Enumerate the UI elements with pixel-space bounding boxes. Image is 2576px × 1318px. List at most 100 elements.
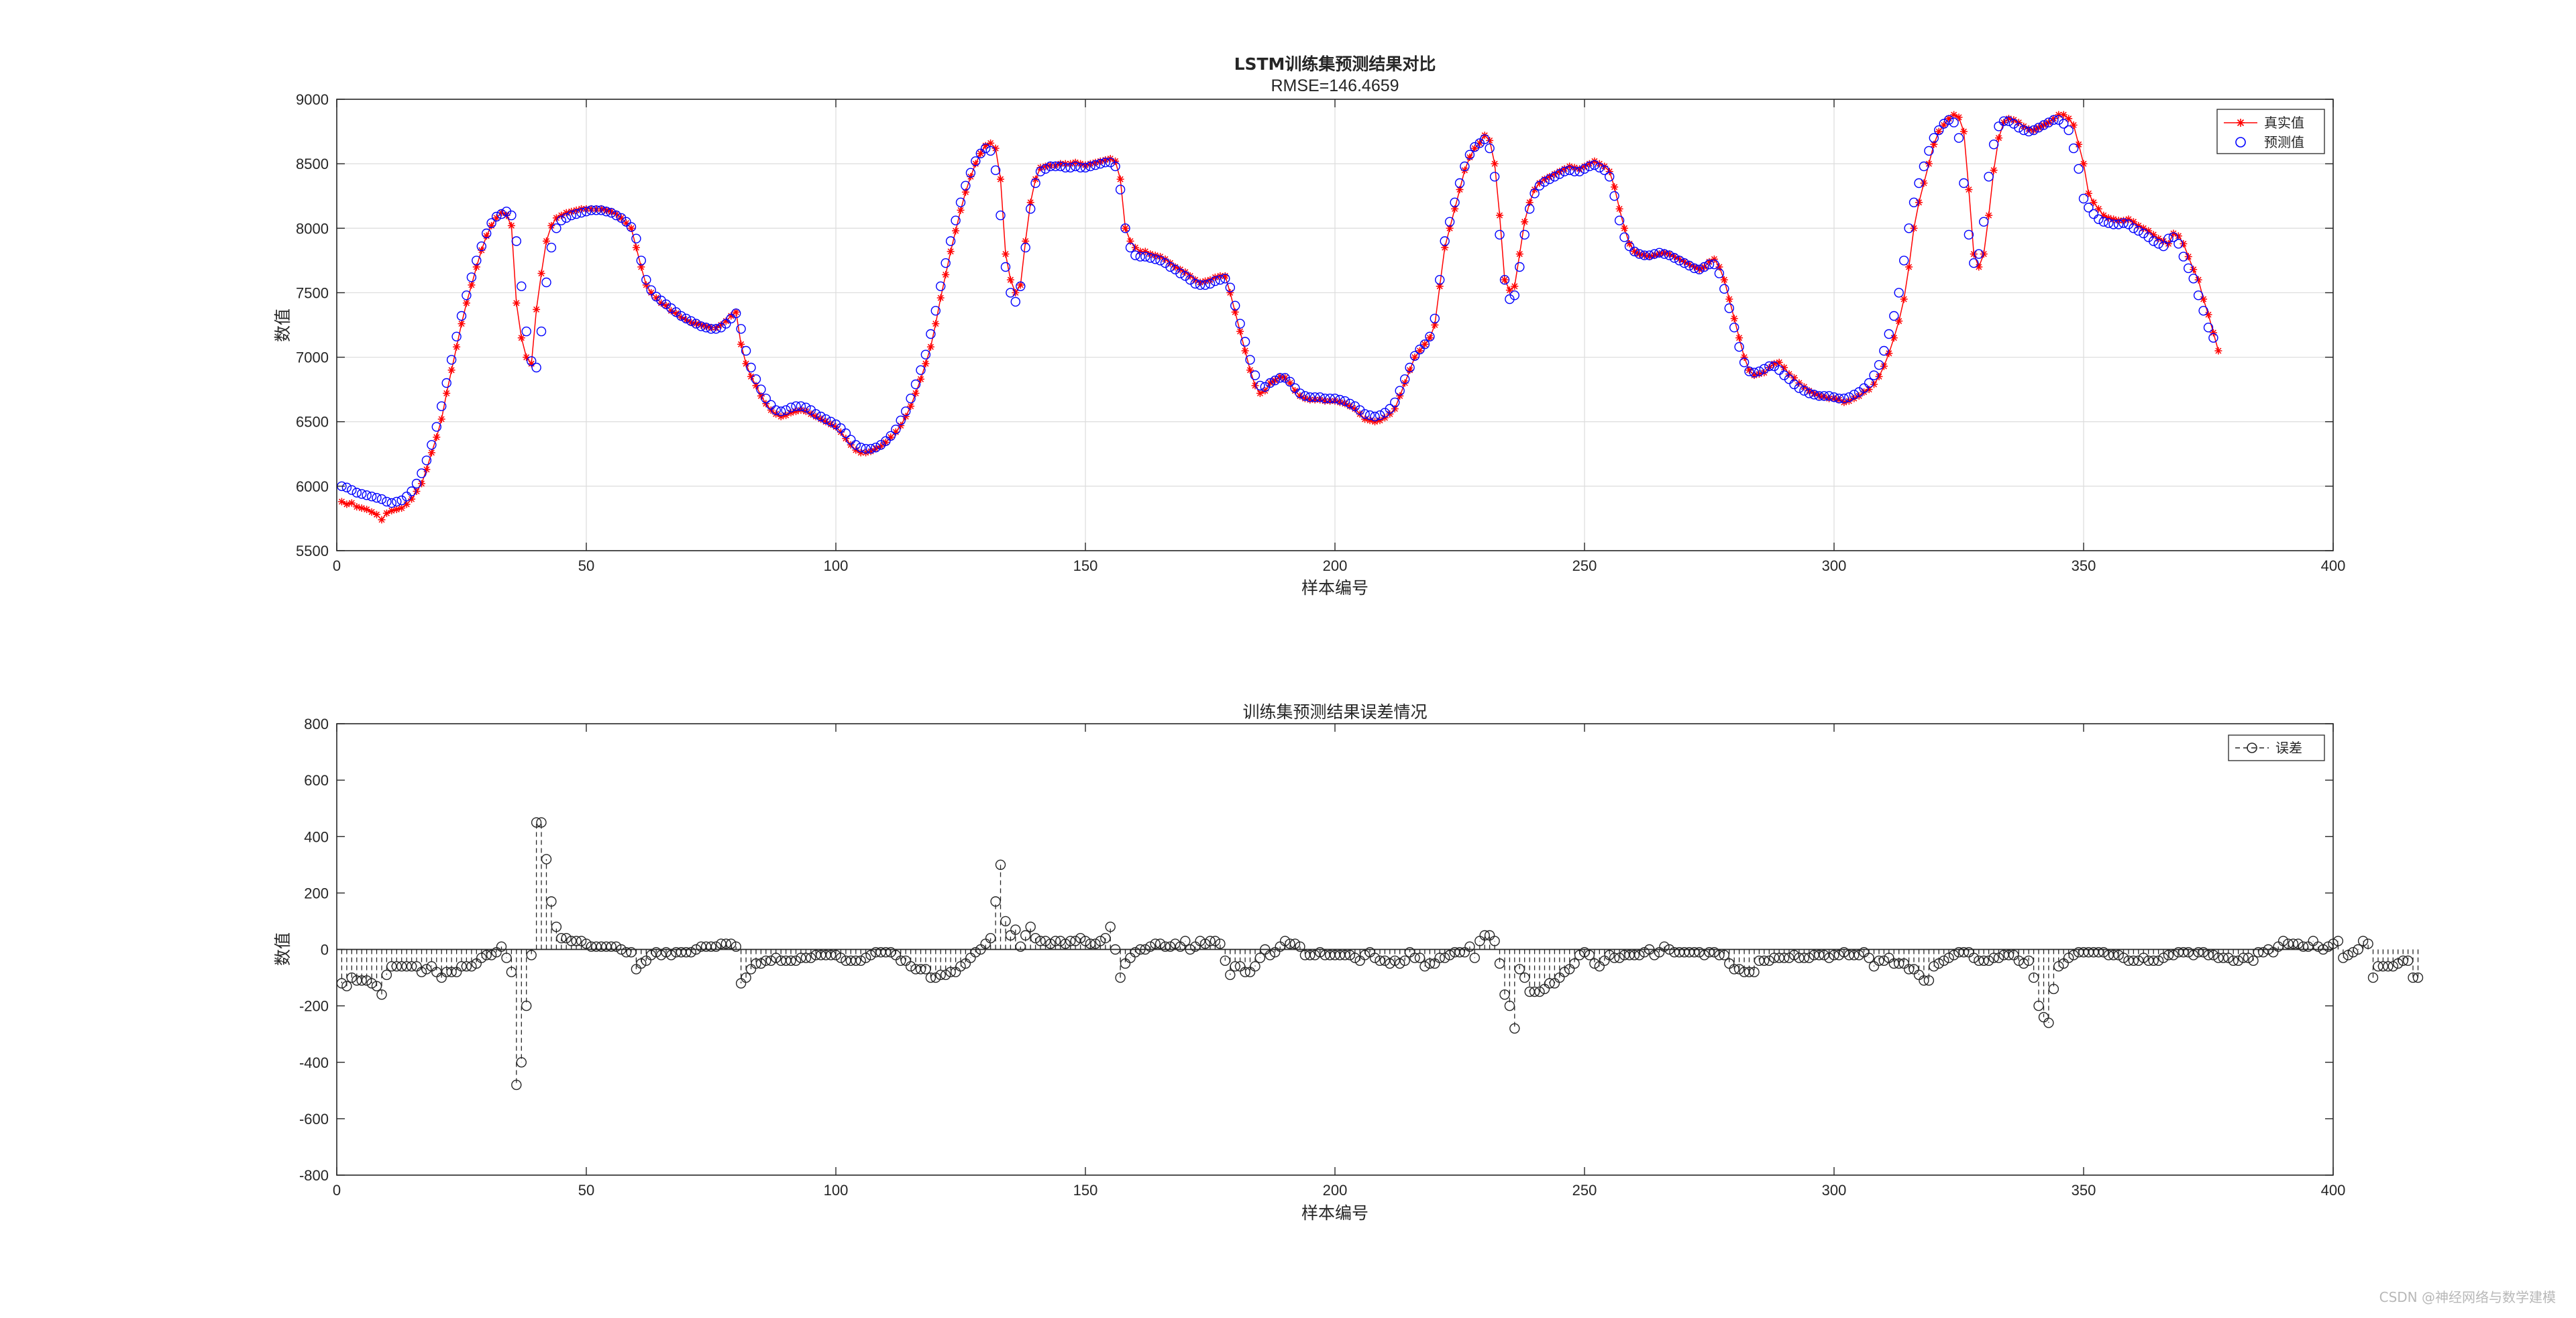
error-point-7 bbox=[371, 981, 382, 991]
true-point-109 bbox=[881, 439, 890, 446]
pred-point-338 bbox=[2023, 126, 2034, 137]
error-point-37 bbox=[521, 1000, 532, 1011]
pred-point-157 bbox=[1120, 223, 1130, 233]
pred-point-319 bbox=[1929, 133, 1939, 143]
true-point-7 bbox=[373, 510, 380, 518]
error-point-324 bbox=[1953, 946, 1964, 958]
true-point-78 bbox=[727, 312, 735, 320]
pred-point-79 bbox=[731, 309, 741, 319]
true-point-214 bbox=[1406, 366, 1414, 374]
pred-point-72 bbox=[696, 321, 706, 331]
error-point-70 bbox=[686, 946, 696, 958]
error-point-58 bbox=[626, 946, 637, 958]
pred-point-193 bbox=[1300, 391, 1310, 401]
pred-point-328 bbox=[1974, 249, 1984, 259]
pred-point-178 bbox=[1225, 282, 1236, 292]
error-point-42 bbox=[546, 896, 557, 907]
true-point-237 bbox=[1521, 218, 1529, 226]
true-point-18 bbox=[427, 449, 435, 457]
error-point-110 bbox=[885, 946, 896, 958]
pred-point-153 bbox=[1100, 157, 1111, 168]
true-point-326 bbox=[1965, 186, 1973, 194]
error-point-44 bbox=[556, 932, 567, 944]
error-point-62 bbox=[646, 950, 657, 960]
pred-point-276 bbox=[1714, 268, 1725, 278]
pred-point-152 bbox=[1095, 158, 1106, 169]
true-point-136 bbox=[1016, 281, 1024, 289]
pred-point-111 bbox=[891, 425, 901, 435]
true-point-351 bbox=[2090, 199, 2098, 207]
pred-point-14 bbox=[407, 486, 417, 496]
pred-point-360 bbox=[2133, 225, 2144, 236]
pred-point-229 bbox=[1479, 134, 1490, 144]
error-point-273 bbox=[1699, 950, 1710, 960]
error-point-28 bbox=[476, 952, 487, 963]
true-point-123 bbox=[952, 227, 960, 235]
pred-point-73 bbox=[701, 323, 711, 333]
error-point-93 bbox=[800, 952, 812, 963]
pred-point-126 bbox=[965, 168, 976, 178]
pred-point-113 bbox=[900, 406, 911, 417]
error-point-370 bbox=[2183, 946, 2194, 958]
pred-point-145 bbox=[1060, 162, 1071, 173]
pred-point-237 bbox=[1519, 229, 1529, 240]
true-point-273 bbox=[1701, 263, 1709, 271]
pred-point-71 bbox=[691, 319, 701, 329]
true-point-264 bbox=[1656, 250, 1664, 258]
pred-point-316 bbox=[1914, 178, 1924, 188]
pred-point-104 bbox=[855, 443, 866, 453]
pred-point-282 bbox=[1744, 366, 1754, 376]
pred-point-300 bbox=[1834, 393, 1844, 404]
true-point-209 bbox=[1381, 414, 1389, 422]
pred-point-309 bbox=[1879, 345, 1889, 356]
error-point-382 bbox=[2243, 952, 2254, 963]
error-point-91 bbox=[790, 955, 802, 967]
pred-point-216 bbox=[1415, 344, 1425, 355]
pred-point-261 bbox=[1640, 250, 1650, 260]
pred-point-251 bbox=[1589, 160, 1600, 170]
top-chart: 0 50 100 150 200 250 300 350 400 5500 6000 6500 700… bbox=[273, 54, 2345, 598]
error-point-84 bbox=[755, 958, 767, 969]
pred-point-30 bbox=[486, 218, 496, 228]
error-point-358 bbox=[2123, 955, 2134, 967]
error-point-178 bbox=[1225, 969, 1236, 981]
pred-point-36 bbox=[517, 281, 527, 291]
pred-point-140 bbox=[1035, 166, 1046, 176]
error-point-9 bbox=[381, 969, 392, 981]
pred-point-64 bbox=[656, 295, 666, 306]
error-point-355 bbox=[2108, 950, 2119, 960]
pred-point-217 bbox=[1419, 339, 1430, 349]
error-point-364 bbox=[2153, 955, 2164, 967]
true-point-86 bbox=[767, 406, 775, 414]
true-point-350 bbox=[2084, 189, 2092, 197]
error-point-131 bbox=[990, 896, 1001, 907]
error-point-314 bbox=[1903, 964, 1915, 975]
pred-point-76 bbox=[716, 323, 727, 333]
error-point-373 bbox=[2198, 946, 2209, 958]
pred-point-349 bbox=[2078, 193, 2089, 204]
true-point-107 bbox=[872, 445, 879, 453]
true-point-141 bbox=[1042, 162, 1049, 170]
true-point-231 bbox=[1491, 160, 1499, 168]
error-point-97 bbox=[820, 950, 831, 960]
pred-point-69 bbox=[681, 313, 691, 324]
error-point-101 bbox=[841, 955, 851, 967]
error-point-100 bbox=[835, 952, 847, 963]
pred-point-286 bbox=[1764, 361, 1774, 372]
pred-point-222 bbox=[1444, 217, 1455, 227]
top-ytick-label-1: 6000 bbox=[296, 478, 329, 495]
error-point-6 bbox=[366, 978, 377, 989]
error-point-299 bbox=[1829, 950, 1839, 960]
error-point-381 bbox=[2238, 952, 2249, 963]
error-point-245 bbox=[1559, 967, 1570, 977]
pred-point-93 bbox=[801, 402, 811, 413]
error-point-231 bbox=[1489, 936, 1500, 946]
error-point-353 bbox=[2098, 946, 2109, 958]
pred-point-308 bbox=[1874, 360, 1884, 370]
error-point-30 bbox=[486, 950, 497, 960]
true-point-336 bbox=[2015, 119, 2023, 127]
error-point-99 bbox=[830, 950, 841, 960]
error-point-329 bbox=[1978, 955, 1989, 967]
error-point-79 bbox=[731, 941, 741, 952]
pred-point-294 bbox=[1804, 388, 1815, 398]
